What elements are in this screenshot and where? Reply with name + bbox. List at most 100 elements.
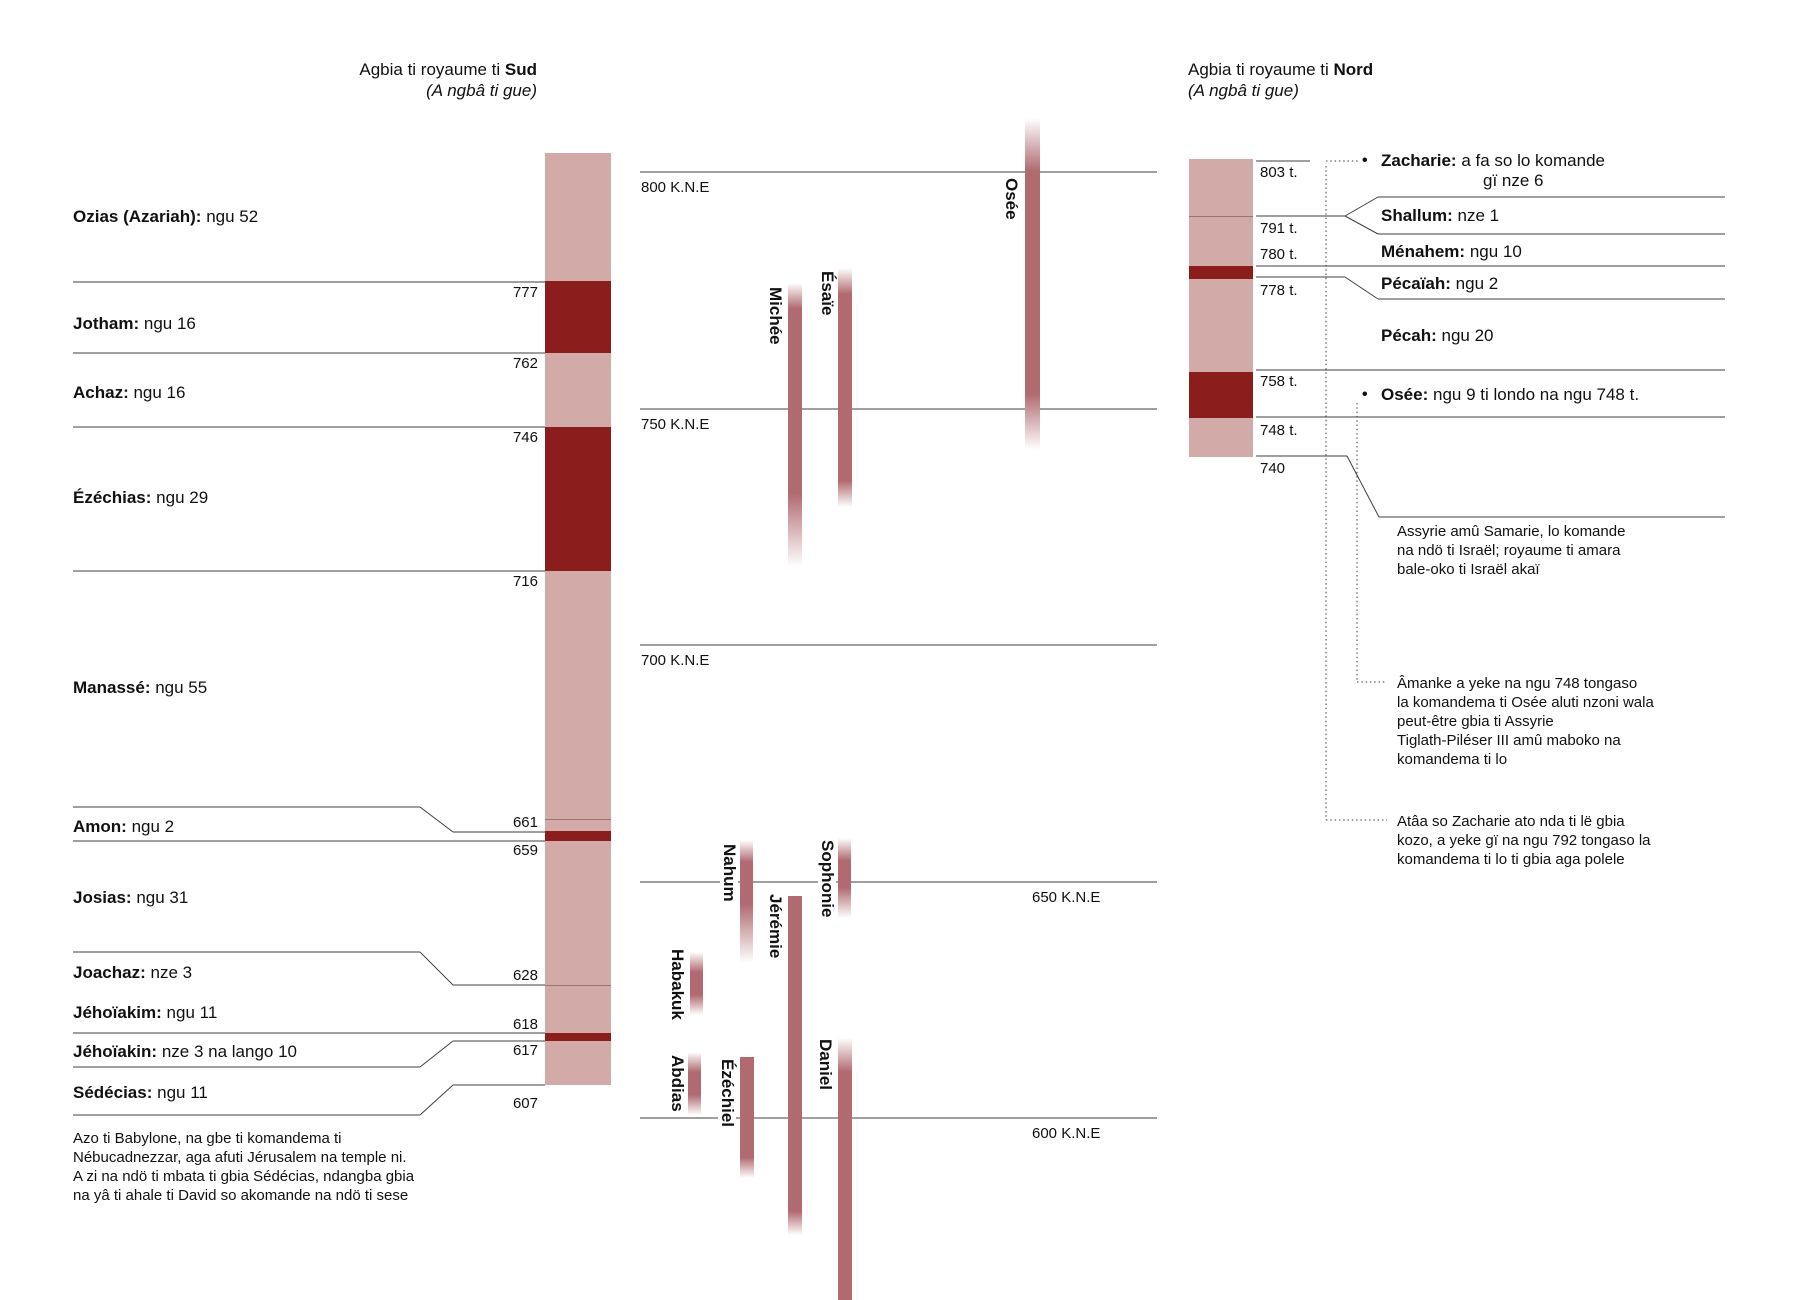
nord-date-791: 791 t. — [1260, 220, 1298, 237]
sud-bar-segment-jehoiakin — [545, 1033, 611, 1041]
sud-bar-segment-manasse — [545, 571, 611, 819]
sud-line-607-slant — [419, 1084, 454, 1116]
sud-bar-segment-josias — [545, 841, 611, 985]
nord-king-pecaiah: Pécaïah: ngu 2 — [1381, 274, 1499, 293]
nord-note-osee: Âmanke a yeke na ngu 748 tongaso la koma… — [1397, 675, 1654, 768]
nord-bar-segment-zacharie-shallum — [1189, 159, 1253, 216]
nord-king-zacharie-line2: gï nze 6 — [1483, 171, 1544, 190]
nord-bar-segment-osee-uncertain — [1189, 372, 1253, 418]
sud-king-jehoiakim: Jéhoïakim: ngu 11 — [73, 1003, 218, 1022]
nord-bar-segment-osee — [1189, 418, 1253, 457]
nord-king-pecah: Pécah: ngu 20 — [1381, 326, 1494, 345]
sud-bar-segment-ezechias — [545, 427, 611, 571]
nord-date-748: 748 t. — [1260, 422, 1298, 439]
prophet-bar-nahum — [740, 840, 753, 963]
sud-header: Agbia ti royaume ti Sud — [0, 60, 537, 80]
nord-date-758: 758 t. — [1260, 373, 1298, 390]
prophet-label-habakuk: Habakuk — [668, 947, 687, 1022]
axis-label-650: 650 K.N.E — [1032, 889, 1101, 906]
osee-bullet-icon: • — [1362, 386, 1368, 403]
prophet-label-abdias: Abdias — [668, 1053, 687, 1114]
nord-line-778-slant — [1344, 276, 1379, 300]
sud-date-777: 777 — [512, 284, 538, 301]
prophet-label-daniel: Daniel — [816, 1037, 835, 1093]
sud-line-661-slant — [419, 806, 454, 833]
prophet-bar-daniel — [838, 1038, 852, 1300]
sud-timeline-bar — [545, 0, 611, 1300]
nord-header: Agbia ti royaume ti Nord — [1188, 60, 1373, 80]
prophet-bar-habakuk — [690, 952, 703, 1015]
sud-date-617: 617 — [512, 1042, 538, 1059]
prophet-bar-ezechiel — [740, 1057, 754, 1178]
prophet-bar-michee — [788, 283, 802, 567]
prophet-label-osee: Osée — [1002, 176, 1021, 222]
nord-header-subtitle: (A ngbâ ti gue) — [1188, 81, 1299, 100]
sud-king-amon: Amon: ngu 2 — [73, 817, 175, 836]
sud-king-manasse: Manassé: ngu 55 — [73, 678, 208, 697]
sud-header-bold: Sud — [504, 60, 537, 79]
nord-date-803: 803 t. — [1260, 164, 1298, 181]
zacharie-bullet-icon: • — [1362, 152, 1368, 169]
prophet-label-ezechiel: Ézéchiel — [718, 1057, 737, 1130]
sud-king-sedecias: Sédécias: ngu 11 — [73, 1083, 208, 1102]
sud-line-628-slant — [419, 951, 454, 986]
sud-date-628: 628 — [512, 967, 538, 984]
prophet-bar-abdias — [688, 1052, 701, 1115]
nord-note-assyrie: Assyrie amû Samarie, lo komande na ndö t… — [1397, 523, 1626, 578]
prophet-label-nahum: Nahum — [720, 842, 739, 904]
sud-king-josias: Josias: ngu 31 — [73, 888, 189, 907]
prophet-bar-sophonie — [838, 838, 851, 918]
prophet-label-sophonie: Sophonie — [818, 838, 837, 920]
sud-bar-segment-sedecias — [545, 1041, 611, 1085]
sud-header-subtitle: (A ngbâ ti gue) — [426, 81, 537, 100]
sud-bar-segment-achaz — [545, 353, 611, 427]
prophet-bar-osee — [1025, 118, 1040, 450]
nord-bar-segment-pecah — [1189, 279, 1253, 372]
nord-shallum-bracket-down — [1344, 215, 1379, 235]
sud-date-746: 746 — [512, 429, 538, 446]
sud-king-ezechias: Ézéchias: ngu 29 — [73, 488, 209, 507]
nord-king-osee: Osée: ngu 9 ti londo na ngu 748 t. — [1381, 385, 1640, 404]
nord-king-zacharie: Zacharie: a fa so lo komande — [1381, 151, 1605, 170]
nord-header-prefix: Agbia ti royaume ti — [1188, 60, 1334, 79]
sud-header-prefix: Agbia ti royaume ti — [359, 60, 505, 79]
sud-date-716: 716 — [512, 573, 538, 590]
sud-king-joachaz: Joachaz: nze 3 — [73, 963, 193, 982]
sud-date-607: 607 — [512, 1095, 538, 1112]
sud-bar-segment-manasse-end — [545, 819, 611, 831]
nord-bar-segment-menahem — [1189, 216, 1253, 266]
sud-king-jotham: Jotham: ngu 16 — [73, 314, 196, 333]
nord-date-780: 780 t. — [1260, 246, 1298, 263]
sud-bar-segment-amon — [545, 831, 611, 841]
sud-king-achaz: Achaz: ngu 16 — [73, 383, 186, 402]
sud-bar-segment-ozias — [545, 153, 611, 281]
nord-line-740-slant — [1346, 455, 1380, 518]
sud-footnote: Azo ti Babylone, na gbe ti komandema ti … — [73, 1130, 415, 1204]
nord-bar-segment-pecaiah — [1189, 266, 1253, 279]
prophet-bar-esaie — [838, 268, 852, 507]
sud-date-762: 762 — [512, 355, 538, 372]
prophet-label-michee: Michée — [766, 285, 785, 347]
axis-label-750: 750 K.N.E — [641, 416, 710, 433]
nord-date-778: 778 t. — [1260, 282, 1298, 299]
nord-date-740: 740 — [1260, 460, 1286, 477]
sud-king-ozias: Ozias (Azariah): ngu 52 — [73, 207, 259, 226]
sud-king-jehoiakin: Jéhoïakin: nze 3 na lango 10 — [73, 1042, 297, 1061]
nord-king-shallum: Shallum: nze 1 — [1381, 206, 1500, 225]
prophet-label-jeremie: Jérémie — [766, 892, 785, 961]
sud-bar-segment-joachaz-jehoiakim — [545, 985, 611, 1033]
sud-date-661: 661 — [512, 814, 538, 831]
prophet-label-esaie: Ésaïe — [818, 269, 837, 318]
sud-bar-segment-jotham — [545, 281, 611, 353]
nord-note-zacharie: Atâa so Zacharie ato nda ti lë gbia kozo… — [1397, 813, 1651, 868]
prophet-bar-jeremie — [788, 896, 802, 1235]
nord-king-menahem: Ménahem: ngu 10 — [1381, 242, 1522, 261]
axis-label-700: 700 K.N.E — [641, 652, 710, 669]
axis-label-800: 800 K.N.E — [641, 179, 710, 196]
sud-date-618: 618 — [512, 1016, 538, 1033]
axis-label-600: 600 K.N.E — [1032, 1125, 1101, 1142]
sud-date-659: 659 — [512, 842, 538, 859]
nord-timeline-bar — [1189, 0, 1253, 1300]
